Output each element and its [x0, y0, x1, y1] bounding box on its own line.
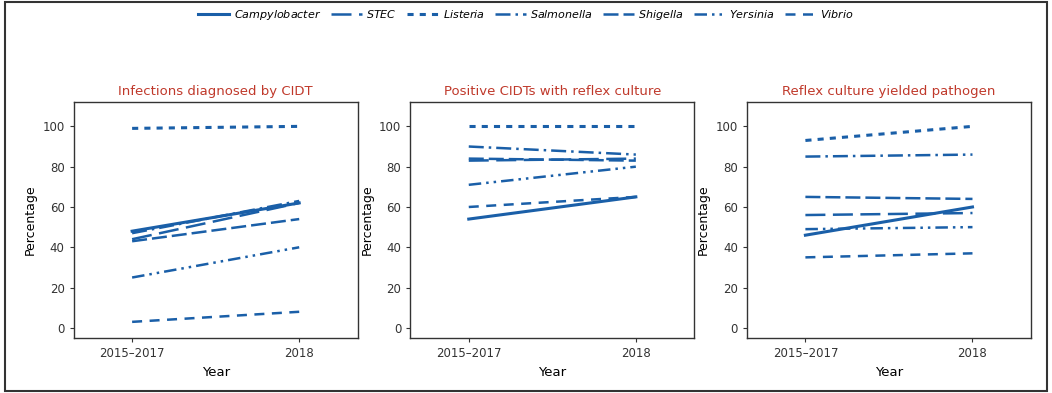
X-axis label: Year: Year — [875, 365, 903, 378]
X-axis label: Year: Year — [539, 365, 566, 378]
Title: Reflex culture yielded pathogen: Reflex culture yielded pathogen — [783, 85, 995, 98]
Title: Positive CIDTs with reflex culture: Positive CIDTs with reflex culture — [444, 85, 661, 98]
Legend: $\it{Campylobacter}$, $\it{STEC}$, $\it{Listeria}$, $\it{Salmonella}$, $\it{Shig: $\it{Campylobacter}$, $\it{STEC}$, $\it{… — [198, 7, 854, 22]
Y-axis label: Percentage: Percentage — [24, 185, 37, 255]
Y-axis label: Percentage: Percentage — [697, 185, 710, 255]
Title: Infections diagnosed by CIDT: Infections diagnosed by CIDT — [118, 85, 313, 98]
Y-axis label: Percentage: Percentage — [361, 185, 373, 255]
X-axis label: Year: Year — [202, 365, 229, 378]
